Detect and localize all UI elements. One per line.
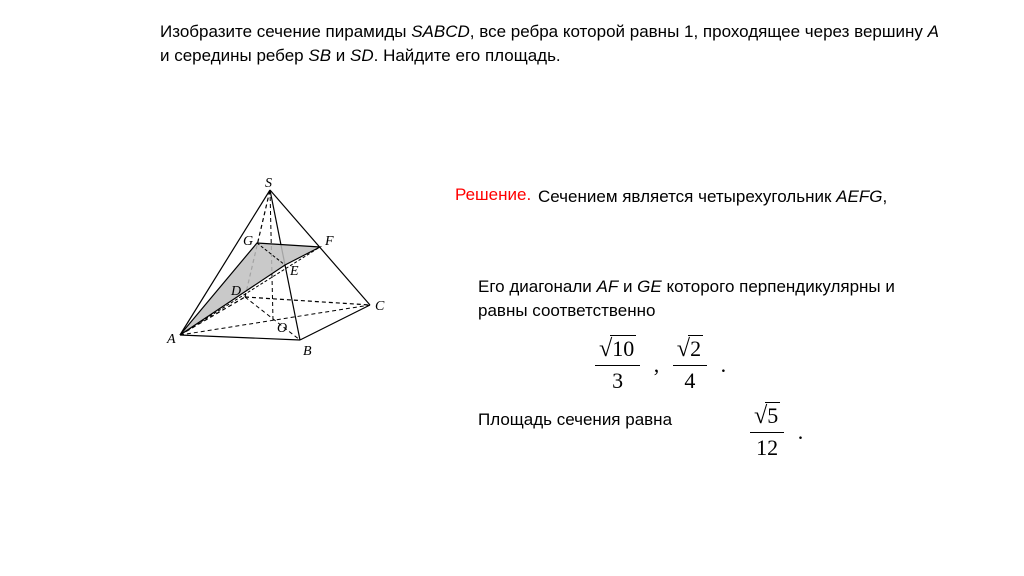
denom-4: 4 <box>673 366 707 394</box>
comma: , <box>654 352 660 377</box>
label-D: D <box>230 284 241 299</box>
fraction-2: ​2 4 <box>673 335 707 394</box>
solution-sentence-2: Его диагонали AF и GE которого перпендик… <box>478 275 904 323</box>
sqrt-5: 5 <box>765 402 780 428</box>
label-S: S <box>265 176 272 191</box>
text: Сечением является четырехугольник <box>538 187 836 206</box>
label-C: C <box>375 299 385 314</box>
area-value: ​5 12 . <box>750 402 811 461</box>
solution-label: Решение. <box>455 185 531 205</box>
label-A: A <box>166 332 176 347</box>
quad-name: AEFG <box>836 187 882 206</box>
problem-text: Изобразите сечение пирамиды <box>160 22 411 41</box>
denom-3: 3 <box>595 366 640 394</box>
vertex-A: A <box>928 22 939 41</box>
diag-GE: GE <box>637 277 662 296</box>
fraction-result: ​5 12 <box>750 402 784 461</box>
label-F: F <box>324 234 334 249</box>
edge-SB: SB <box>308 46 331 65</box>
denom-12: 12 <box>750 433 784 461</box>
text: Его диагонали <box>478 277 596 296</box>
period: . <box>798 419 804 444</box>
label-O: O <box>277 321 287 336</box>
label-B: B <box>303 344 312 359</box>
label-E: E <box>289 264 299 279</box>
and: и <box>618 277 637 296</box>
pyramid-diagram: S A B C D E F G O <box>155 175 395 365</box>
and: и <box>331 46 350 65</box>
problem-text: , все ребра которой равны 1, проходящее … <box>470 22 928 41</box>
sqrt-2: 2 <box>688 335 703 361</box>
sqrt-10: 10 <box>610 335 636 361</box>
edge-SD: SD <box>350 46 374 65</box>
problem-statement: Изобразите сечение пирамиды SABCD, все р… <box>160 20 944 68</box>
period: . <box>721 352 727 377</box>
label-G: G <box>243 234 253 249</box>
fraction-1: ​10 3 <box>595 335 640 394</box>
problem-text: и середины ребер <box>160 46 308 65</box>
pyramid-name: SABCD <box>411 22 470 41</box>
diag-AF: AF <box>596 277 618 296</box>
comma: , <box>882 187 887 206</box>
diagonal-values: ​10 3 , ​2 4 . <box>595 335 734 394</box>
solution-sentence-1: Сечением является четырехугольник AEFG, <box>538 185 904 209</box>
solution-sentence-3: Площадь сечения равна <box>478 410 672 430</box>
problem-text: . Найдите его площадь. <box>374 46 561 65</box>
